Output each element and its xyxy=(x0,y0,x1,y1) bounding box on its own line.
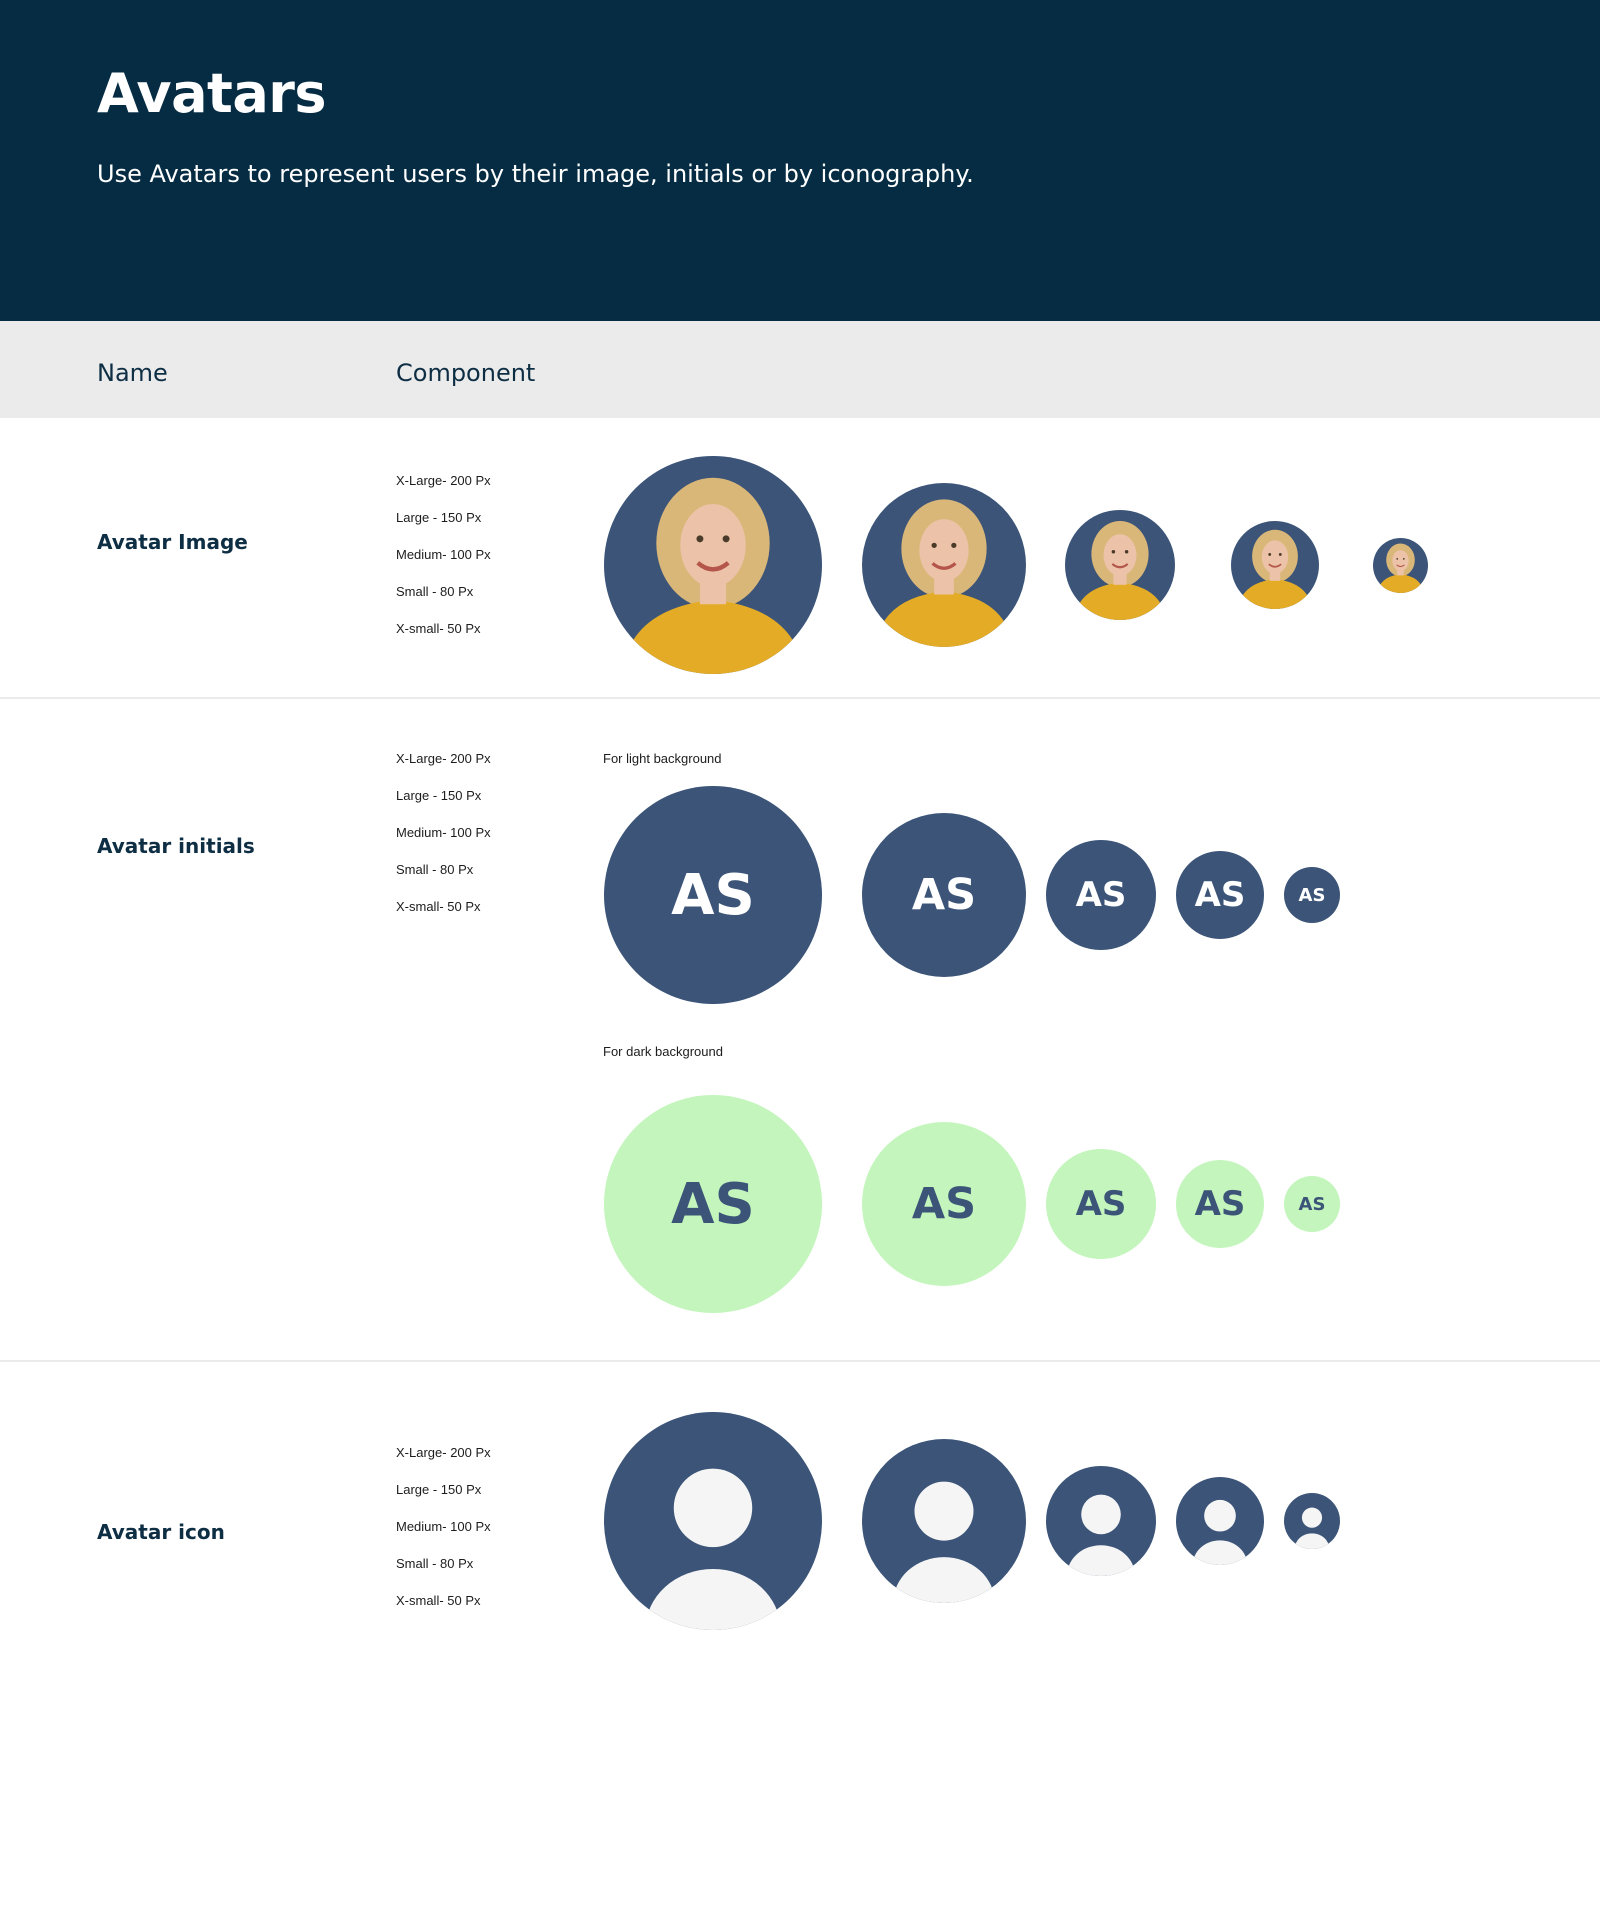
avatar-initials-text: AS xyxy=(1298,1193,1326,1215)
size-label-medium: Medium- 100 Px xyxy=(396,825,491,840)
caption-light-background: For light background xyxy=(603,751,722,766)
size-label-medium: Medium- 100 Px xyxy=(396,547,491,562)
column-header-component: Component xyxy=(396,359,536,387)
avatar-initials-dark-medium: AS xyxy=(1046,1149,1156,1259)
row-avatar-icon: Avatar icon X-Large- 200 Px Large - 150 … xyxy=(0,1362,1600,1762)
size-label-large: Large - 150 Px xyxy=(396,510,482,525)
avatar-icon-x-small xyxy=(1284,1493,1340,1549)
size-label-medium: Medium- 100 Px xyxy=(396,1519,491,1534)
column-header-name: Name xyxy=(97,359,168,387)
avatar-initials-light-small: AS xyxy=(1176,851,1264,939)
size-label-x-large: X-Large- 200 Px xyxy=(396,473,491,488)
size-label-x-large: X-Large- 200 Px xyxy=(396,751,491,766)
avatar-icon-medium xyxy=(1046,1466,1156,1576)
avatar-initials-dark-small: AS xyxy=(1176,1160,1264,1248)
avatar-image-small xyxy=(1231,521,1319,609)
size-label-small: Small - 80 Px xyxy=(396,584,474,599)
user-icon xyxy=(645,1468,781,1630)
avatar-initials-text: AS xyxy=(1075,875,1127,915)
avatar-icon-x-large xyxy=(604,1412,822,1630)
size-label-large: Large - 150 Px xyxy=(396,1482,482,1497)
avatar-image-x-large xyxy=(604,456,822,674)
row-name-avatar-image: Avatar Image xyxy=(97,530,248,554)
size-list: X-Large- 200 Px Large - 150 Px Medium- 1… xyxy=(396,751,491,936)
size-list: X-Large- 200 Px Large - 150 Px Medium- 1… xyxy=(396,1445,491,1630)
avatar-initials-text: AS xyxy=(671,1171,755,1237)
avatar-initials-text: AS xyxy=(1075,1184,1127,1224)
avatar-initials-dark-large: AS xyxy=(862,1122,1026,1286)
size-label-x-small: X-small- 50 Px xyxy=(396,899,481,914)
avatar-initials-dark-x-large: AS xyxy=(604,1095,822,1313)
avatar-initials-text: AS xyxy=(671,862,755,928)
table-header: Name Component xyxy=(0,321,1600,418)
page-header: Avatars Use Avatars to represent users b… xyxy=(0,0,1600,321)
size-label-small: Small - 80 Px xyxy=(396,862,474,877)
row-name-avatar-initials: Avatar initials xyxy=(97,834,255,858)
avatar-icon-large xyxy=(862,1439,1026,1603)
user-icon xyxy=(1192,1499,1248,1565)
caption-dark-background: For dark background xyxy=(603,1044,723,1059)
avatar-initials-text: AS xyxy=(1194,875,1246,915)
size-label-large: Large - 150 Px xyxy=(396,788,482,803)
avatar-initials-dark-x-small: AS xyxy=(1284,1176,1340,1232)
size-label-x-large: X-Large- 200 Px xyxy=(396,1445,491,1460)
size-label-x-small: X-small- 50 Px xyxy=(396,1593,481,1608)
avatar-initials-text: AS xyxy=(911,870,977,920)
row-avatar-image: Avatar Image X-Large- 200 Px Large - 150… xyxy=(0,418,1600,698)
avatar-initials-light-medium: AS xyxy=(1046,840,1156,950)
row-avatar-initials: Avatar initials X-Large- 200 Px Large - … xyxy=(0,699,1600,1360)
avatar-initials-light-large: AS xyxy=(862,813,1026,977)
row-divider xyxy=(0,697,1600,699)
user-icon xyxy=(893,1481,995,1603)
avatar-initials-light-x-small: AS xyxy=(1284,867,1340,923)
avatar-initials-text: AS xyxy=(1298,884,1326,906)
page-title: Avatars xyxy=(97,62,327,125)
avatar-initials-text: AS xyxy=(1194,1184,1246,1224)
avatar-image-large xyxy=(862,483,1026,647)
page-subtitle: Use Avatars to represent users by their … xyxy=(97,160,974,188)
avatar-initials-text: AS xyxy=(911,1179,977,1229)
avatar-image-medium xyxy=(1065,510,1175,620)
user-icon xyxy=(1066,1494,1136,1576)
size-label-small: Small - 80 Px xyxy=(396,1556,474,1571)
size-label-x-small: X-small- 50 Px xyxy=(396,621,481,636)
row-divider xyxy=(0,1360,1600,1362)
avatar-initials-light-x-large: AS xyxy=(604,786,822,1004)
user-icon xyxy=(1294,1507,1330,1549)
row-name-avatar-icon: Avatar icon xyxy=(97,1520,225,1544)
size-list: X-Large- 200 Px Large - 150 Px Medium- 1… xyxy=(396,473,491,658)
avatar-icon-small xyxy=(1176,1477,1264,1565)
avatar-image-x-small xyxy=(1372,537,1428,593)
